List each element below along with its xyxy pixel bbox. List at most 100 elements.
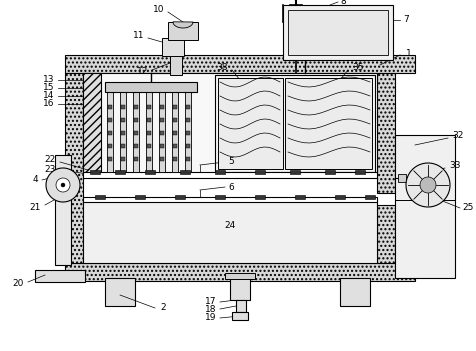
Bar [294,195,304,199]
Text: 38: 38 [216,64,228,73]
Text: 13: 13 [42,75,54,85]
Bar [121,157,125,161]
Bar [135,195,145,199]
Text: 15: 15 [42,84,54,93]
Bar [215,170,225,174]
Bar [147,105,151,109]
Bar [108,131,112,135]
Bar [173,118,177,122]
Text: 11: 11 [132,32,144,40]
Bar [334,195,344,199]
Bar [173,144,177,148]
Bar [83,200,376,263]
Bar [105,82,197,92]
Bar [134,131,138,135]
Polygon shape [419,177,435,193]
Text: 5: 5 [228,158,233,166]
Bar [288,10,387,55]
Bar [83,73,376,175]
Text: 12: 12 [136,67,148,77]
Bar [289,170,299,174]
Text: 10: 10 [152,6,164,14]
Bar [159,90,165,172]
Bar [173,157,177,161]
Bar [90,170,100,174]
Bar [354,170,364,174]
Bar [134,144,138,148]
Bar [324,170,334,174]
Text: 23: 23 [45,166,56,174]
Text: 20: 20 [12,279,24,289]
Bar [215,75,374,172]
Bar [284,78,371,169]
Bar [105,278,135,306]
Bar [173,131,177,135]
Text: 25: 25 [461,204,472,212]
Bar [186,144,189,148]
Bar [115,170,125,174]
Bar [186,118,189,122]
Text: 16: 16 [42,99,54,108]
Bar [231,312,248,320]
Polygon shape [56,178,70,192]
Text: 32: 32 [451,132,462,140]
Text: 17: 17 [204,298,216,306]
Bar [162,38,184,56]
Bar [255,170,265,174]
Bar [364,195,374,199]
Bar [134,157,138,161]
Bar [121,144,125,148]
Bar [120,90,126,172]
Text: 24: 24 [224,220,235,230]
Bar [83,172,376,178]
Bar [159,131,164,135]
Text: 4: 4 [32,176,38,185]
Bar [186,131,189,135]
Polygon shape [61,183,65,187]
Bar [225,273,255,279]
Bar [83,197,376,202]
Bar [376,205,394,263]
Text: 1: 1 [405,48,411,58]
Bar [121,131,125,135]
Bar [159,157,164,161]
Text: 6: 6 [228,183,233,192]
Bar [215,195,225,199]
Bar [133,90,139,172]
Bar [175,195,185,199]
Bar [255,195,265,199]
Bar [134,118,138,122]
Bar [107,90,113,172]
Bar [121,118,125,122]
Polygon shape [46,168,80,202]
Bar [376,73,394,193]
Bar [229,278,249,300]
Bar [65,263,414,281]
Text: 2: 2 [159,304,165,312]
Bar [65,55,414,73]
Text: 19: 19 [204,313,216,323]
Bar [186,105,189,109]
Text: 35: 35 [351,64,363,73]
Bar [168,22,198,40]
Bar [147,118,151,122]
Bar [121,105,125,109]
Bar [172,90,178,172]
Bar [65,73,83,263]
Bar [282,5,392,60]
Bar [185,90,190,172]
Bar [108,157,112,161]
Bar [146,90,152,172]
Bar [108,118,112,122]
Bar [394,135,454,278]
Polygon shape [405,163,449,207]
Bar [159,144,164,148]
Bar [147,131,151,135]
Bar [397,174,405,182]
Bar [159,105,164,109]
Bar [83,73,101,175]
Text: 8: 8 [339,0,345,6]
Bar [35,270,85,282]
Bar [169,55,182,75]
Text: 33: 33 [448,161,459,171]
